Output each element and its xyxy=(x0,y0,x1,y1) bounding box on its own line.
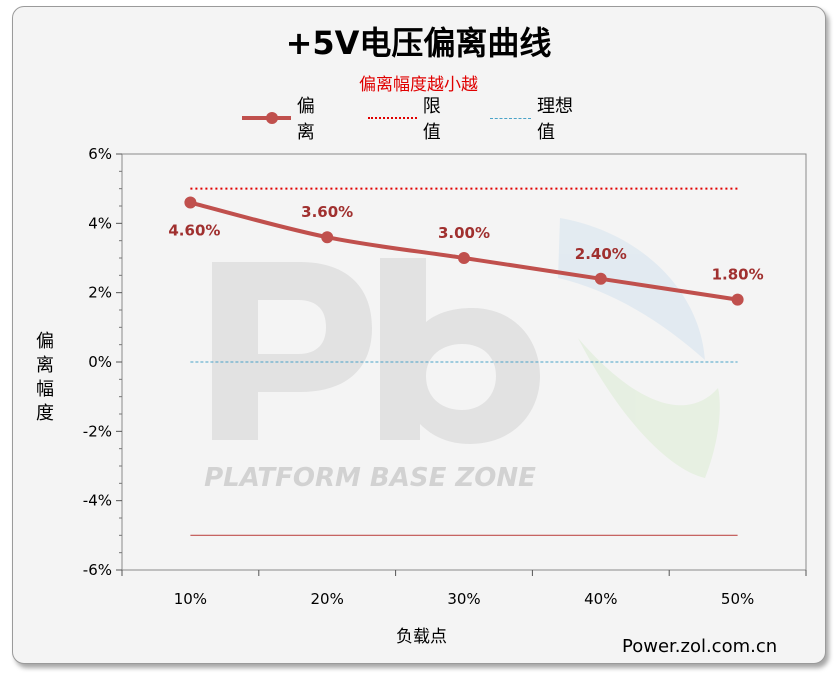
data-label: 2.40% xyxy=(575,245,627,263)
y-tick-label: -2% xyxy=(83,422,112,440)
y-axis-label: 偏离幅度 xyxy=(36,331,54,424)
legend-swatch-limit xyxy=(368,117,417,119)
deviation-point xyxy=(321,231,334,244)
x-tick-label: 20% xyxy=(311,590,344,608)
legend-item-ideal: 理想值 xyxy=(490,96,574,143)
site-credit: Power.zol.com.cn xyxy=(622,636,778,657)
data-label: 4.60% xyxy=(168,222,220,240)
y-tick-label: 4% xyxy=(88,214,112,232)
legend-item-limit: 限值 xyxy=(368,96,452,143)
x-tick-label: 10% xyxy=(174,590,207,608)
legend-swatch-deviation xyxy=(242,112,291,124)
deviation-point xyxy=(594,272,607,285)
x-tick-label: 30% xyxy=(447,590,480,608)
deviation-point xyxy=(731,293,744,306)
x-axis-label: 负载点 xyxy=(396,627,447,647)
x-tick-label: 40% xyxy=(584,590,617,608)
legend-label-ideal: 理想值 xyxy=(537,96,574,143)
watermark-text: PLATFORM BASE ZONE xyxy=(204,463,536,493)
deviation-point xyxy=(184,196,197,209)
watermark-logo xyxy=(212,218,720,478)
data-label: 3.60% xyxy=(301,203,353,221)
legend-label-deviation: 偏离 xyxy=(296,96,315,143)
data-label: 3.00% xyxy=(438,224,490,242)
y-tick-label: 2% xyxy=(88,284,112,302)
legend-item-deviation: 偏离 xyxy=(242,96,326,143)
legend-label-limit: 限值 xyxy=(422,96,441,143)
legend-swatch-ideal xyxy=(490,117,532,119)
y-tick-label: -4% xyxy=(83,492,112,510)
y-tick-label: 6% xyxy=(88,145,112,163)
y-tick-label: 0% xyxy=(88,353,112,371)
chart-subtitle: 偏离幅度越小越 xyxy=(359,75,478,95)
chart-title: +5V电压偏离曲线 xyxy=(285,24,552,62)
x-tick-label: 50% xyxy=(721,590,754,608)
y-tick-label: -6% xyxy=(83,561,112,579)
data-label: 1.80% xyxy=(712,266,764,284)
deviation-point xyxy=(458,252,470,264)
